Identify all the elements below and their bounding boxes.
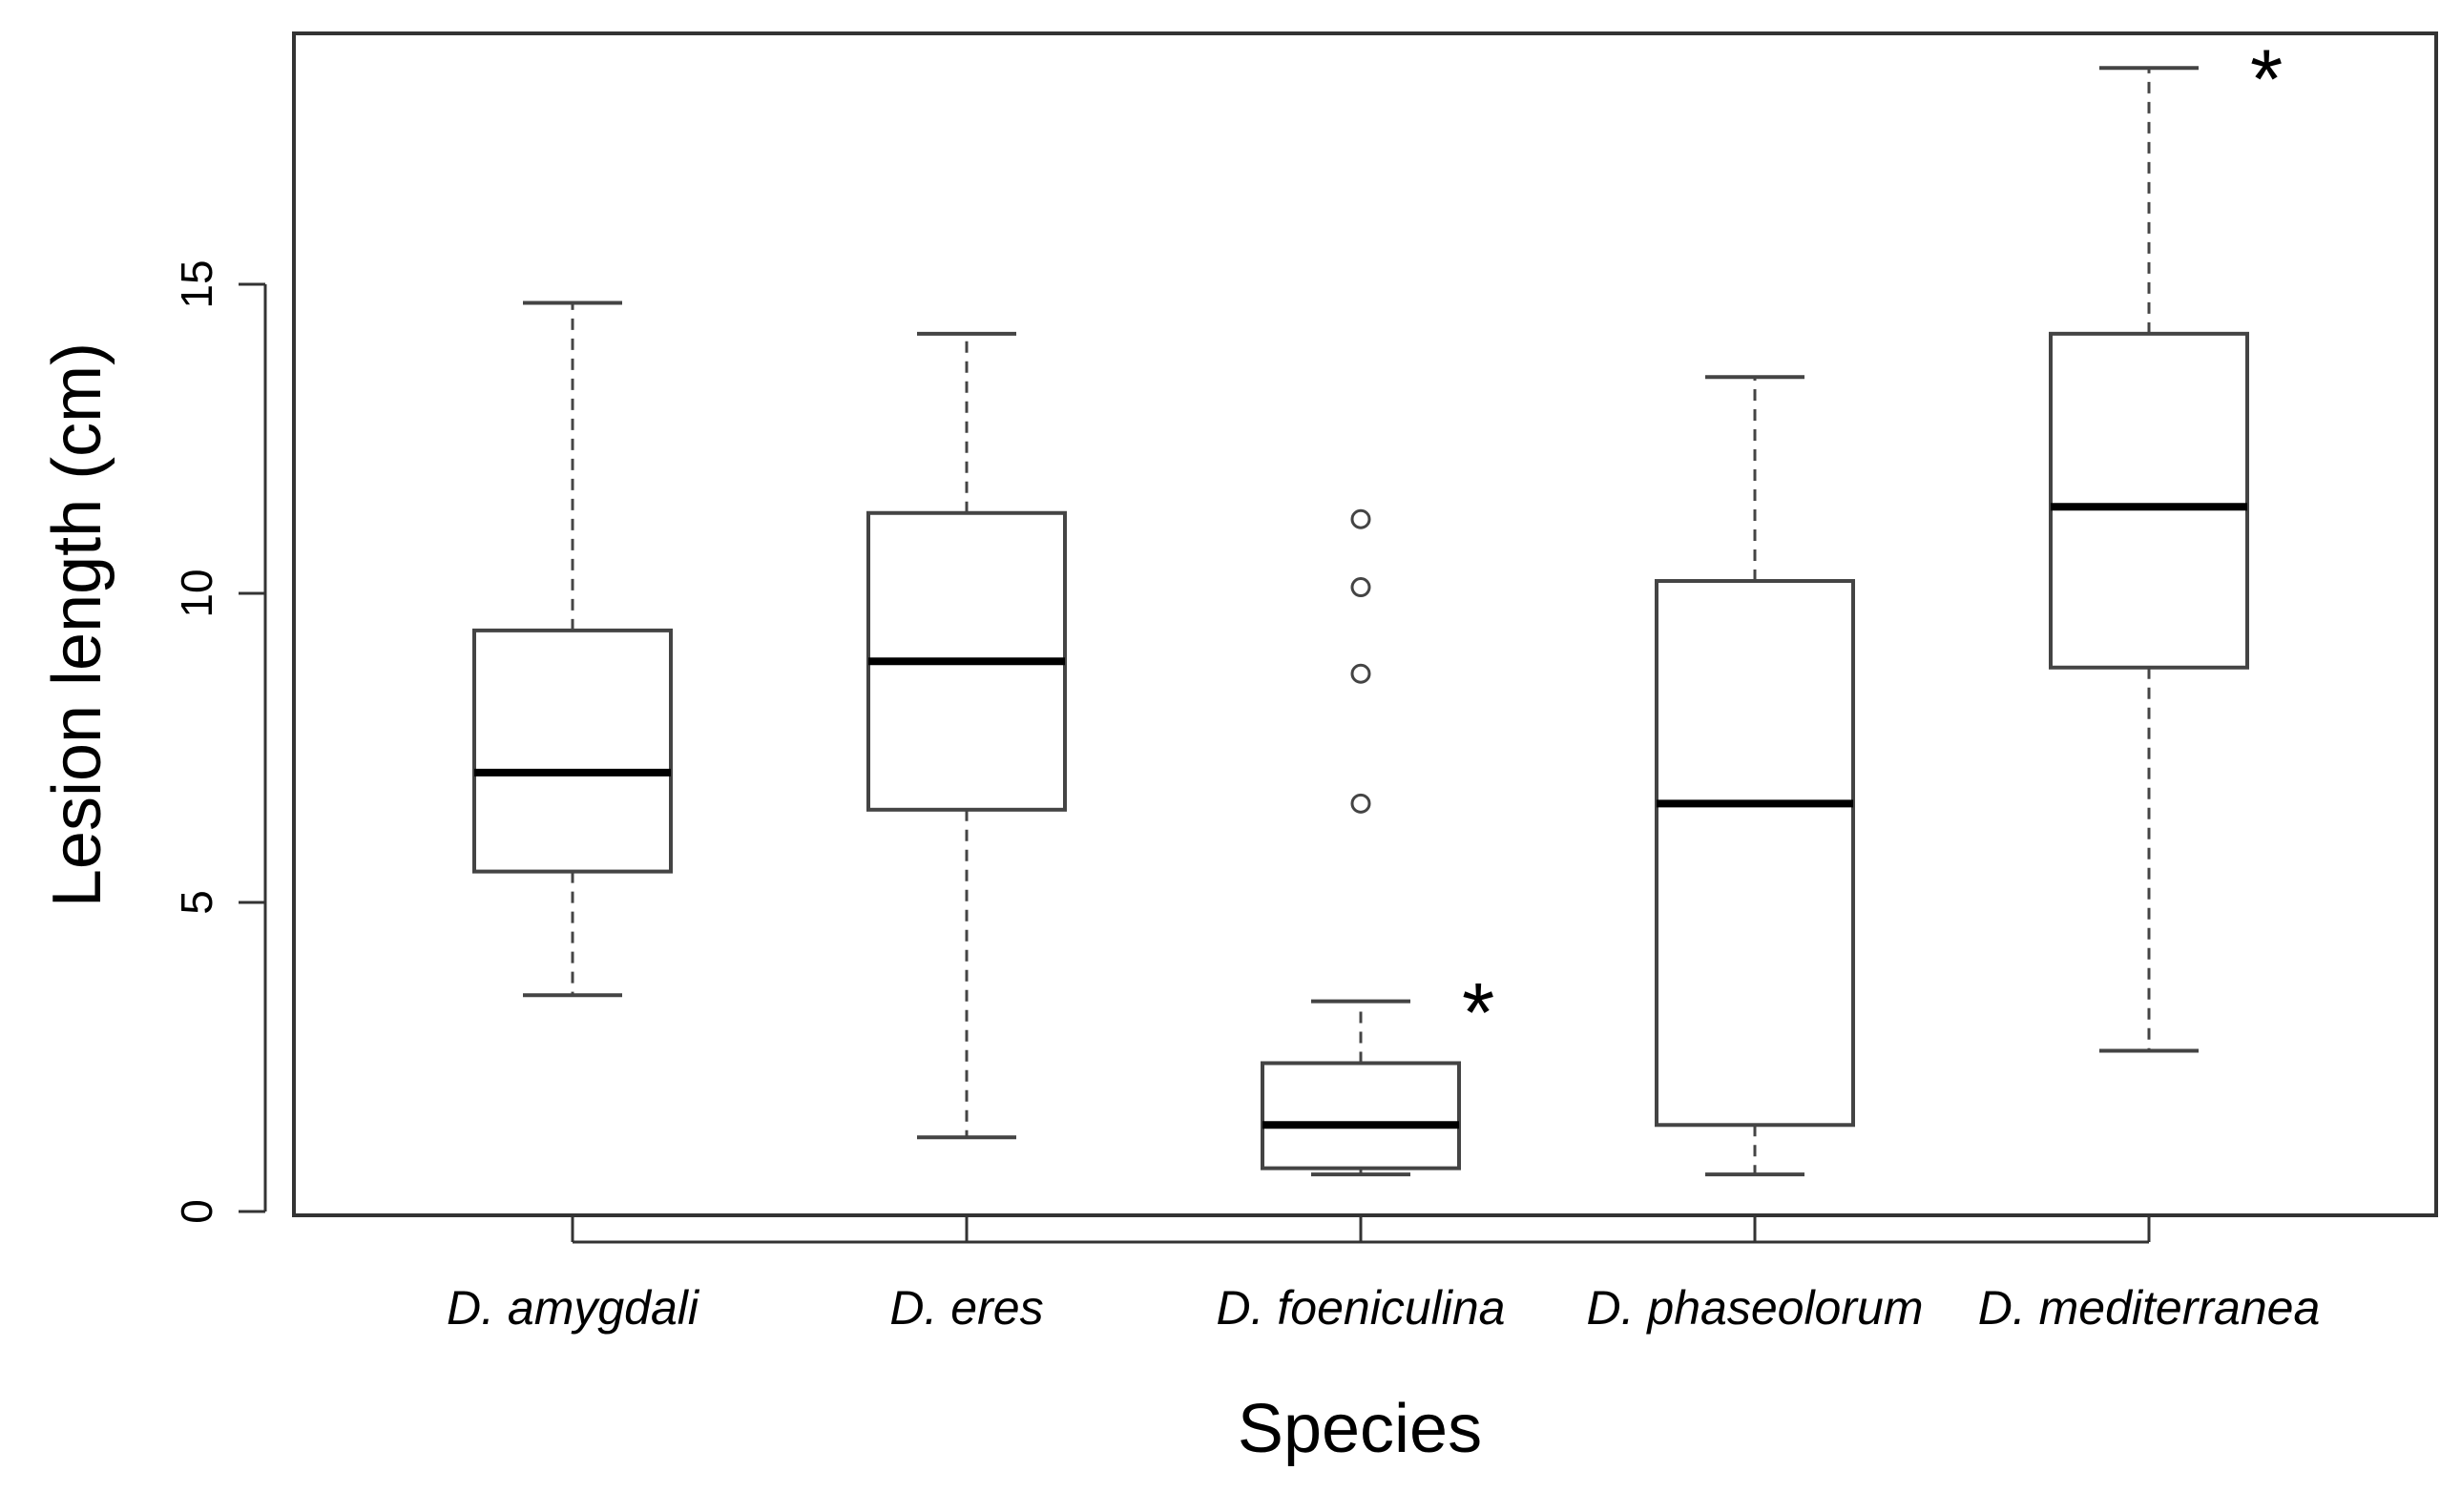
- box-group: [1655, 375, 1855, 1177]
- x-tick-label: D. amygdali: [447, 1281, 700, 1335]
- plot-frame: [292, 31, 2438, 1217]
- outlier-point: [1350, 793, 1371, 814]
- x-axis-title: Species: [1238, 1391, 1482, 1467]
- significance-marker: *: [1462, 965, 1494, 1060]
- iqr-box: [2049, 331, 2249, 670]
- outlier-point: [1350, 577, 1371, 598]
- x-tick-label: D. eres: [889, 1281, 1043, 1335]
- box-group: *: [2049, 31, 2283, 1053]
- y-axis-title: Lesion length (cm): [39, 342, 115, 907]
- iqr-box: [472, 628, 673, 874]
- box-group: [472, 300, 673, 998]
- y-tick-label: 15: [172, 259, 221, 308]
- outlier-point: [1350, 508, 1371, 529]
- y-tick-label: 5: [172, 890, 221, 915]
- boxes-group: **: [472, 31, 2283, 1177]
- x-tick-label: D. mediterranea: [1978, 1281, 2321, 1335]
- box-group: [866, 331, 1067, 1140]
- significance-marker: *: [2250, 31, 2283, 126]
- box-group: *: [1261, 508, 1494, 1177]
- iqr-box: [1655, 579, 1855, 1128]
- x-tick-label: D. foeniculina: [1217, 1281, 1506, 1335]
- y-tick-label: 10: [172, 569, 221, 617]
- x-axis: D. amygdali D. eres D. foeniculina D. phase…: [447, 1215, 2320, 1335]
- outlier-point: [1350, 663, 1371, 684]
- iqr-box: [1261, 1061, 1461, 1170]
- y-axis: 0 5 10 15: [172, 259, 267, 1224]
- y-tick-label: 0: [172, 1199, 221, 1224]
- x-tick-label: D. phaseolorum: [1587, 1281, 1924, 1335]
